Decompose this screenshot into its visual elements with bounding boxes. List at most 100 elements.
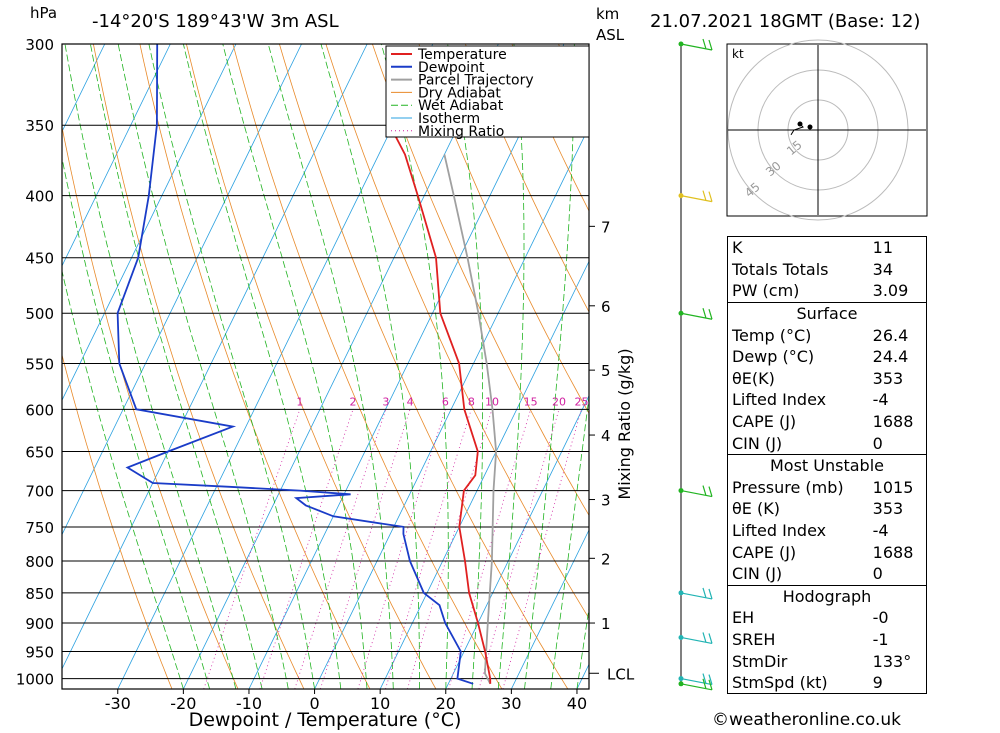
km-tick-label: 4 (601, 427, 611, 445)
k-value: 11 (868, 235, 927, 259)
km-tick-label: 3 (601, 492, 611, 510)
x-tick-label: -30 (105, 694, 131, 713)
km-tick-label: 5 (601, 362, 611, 380)
eh-label: EH (726, 607, 869, 629)
isotherm (62, 44, 302, 536)
legend-entry: Dry Adiabat (418, 85, 501, 101)
mixing-ratio-label: 10 (485, 395, 499, 408)
hodograph-point (797, 121, 803, 127)
pressure-tick-label: 450 (25, 250, 54, 268)
mixing-ratio-label: 8 (468, 395, 475, 408)
surface-dewp-value: 24.4 (868, 345, 927, 368)
mu-theta-value: 353 (868, 498, 927, 520)
km-tick-label: 6 (601, 298, 611, 316)
pressure-tick-label: 400 (25, 188, 54, 206)
wet-adiabat (222, 44, 368, 689)
mixing-ratio-line (357, 409, 446, 689)
surface-theta-value: 353 (868, 367, 927, 390)
pressure-tick-label: 550 (25, 355, 54, 373)
wind-barb (680, 632, 713, 645)
pw-value: 3.09 (868, 280, 927, 303)
hodograph-unit: kt (732, 47, 744, 61)
pressure-unit: hPa (30, 4, 58, 22)
pressure-tick-label: 700 (25, 483, 54, 501)
km-tick-label: 7 (601, 218, 611, 236)
mu-pressure-value: 1015 (868, 476, 927, 499)
mu-cin-label: CIN (J) (726, 562, 869, 585)
x-tick-label: 20 (436, 694, 456, 713)
pressure-tick-label: 750 (25, 519, 54, 537)
asl-label: ASL (596, 26, 625, 44)
pressure-tick-label: 600 (25, 401, 54, 419)
dry-adiabat (977, 44, 1000, 689)
pressure-tick-label: 800 (25, 553, 54, 571)
pressure-tick-label: 900 (25, 615, 54, 633)
x-tick-label: 40 (567, 694, 587, 713)
copyright[interactable]: ©weatheronline.co.uk (712, 710, 902, 730)
pressure-tick-label: 500 (25, 305, 54, 323)
mixing-ratio-line (320, 409, 411, 689)
wet-adiabat (62, 156, 210, 689)
dry-adiabat (931, 44, 1000, 689)
dry-adiabat (139, 44, 371, 689)
isotherm (62, 44, 237, 402)
mixing-ratio-label: 2 (350, 395, 357, 408)
mixing-ratio-label: 25 (575, 395, 589, 408)
temperature-line (389, 124, 492, 684)
isotherm (248, 44, 565, 689)
mu-cape-label: CAPE (J) (726, 541, 869, 563)
dry-adiabat (325, 44, 589, 620)
tt-label: Totals Totals (726, 258, 869, 281)
mixing-ratio-axis-label: Mixing Ratio (g/kg) (615, 348, 634, 499)
wet-adiabat (267, 44, 394, 689)
mixing-ratio-label: 6 (442, 395, 449, 408)
mu-title: Most Unstable (727, 453, 927, 477)
stmspd-value: 9 (868, 671, 927, 695)
pressure-tick-label: 1000 (16, 671, 54, 689)
dry-adiabat (418, 44, 589, 415)
mixing-ratio-line (203, 409, 301, 689)
hodo-title: Hodograph (727, 584, 927, 608)
eh-value: -0 (868, 607, 927, 629)
x-tick-label: 0 (309, 694, 319, 713)
datetime-title: 21.07.2021 18GMT (Base: 12) (650, 11, 921, 32)
isotherm (62, 44, 368, 670)
indices-table: K 11 Totals Totals 34 PW (cm) 3.09 Surface … (726, 235, 927, 695)
dry-adiabat (232, 44, 503, 689)
mu-pressure-label: Pressure (mb) (726, 476, 869, 499)
mixing-ratio-label: 20 (552, 395, 566, 408)
wind-barb (680, 485, 713, 498)
mu-theta-label: θE (K) (726, 498, 869, 520)
wind-barb (680, 587, 713, 600)
legend-entry: Parcel Trajectory (418, 73, 534, 89)
k-label: K (726, 235, 869, 259)
wet-adiabat (90, 44, 263, 689)
legend-entry: Temperature (417, 47, 507, 63)
pressure-tick-label: 950 (25, 644, 54, 662)
mixing-ratio-label: 1 (296, 395, 303, 408)
surface-temp-value: 26.4 (868, 324, 927, 346)
wet-adiabat (62, 269, 184, 689)
wet-adiabat (148, 44, 315, 689)
dewpoint-line (116, 44, 474, 685)
surface-cin-value: 0 (868, 432, 927, 455)
tt-value: 34 (868, 258, 927, 281)
x-tick-label: 10 (370, 694, 390, 713)
mu-cin-value: 0 (868, 562, 927, 585)
wind-barb (680, 308, 713, 320)
lcl-label: LCL (607, 665, 635, 683)
wet-adiabat (497, 44, 525, 689)
wet-adiabat (183, 44, 342, 689)
isotherm (314, 126, 589, 689)
wet-adiabat (64, 44, 237, 689)
isotherm (379, 260, 589, 689)
mixing-ratio-label: 4 (407, 395, 414, 408)
x-tick-label: -20 (170, 694, 196, 713)
km-label: km (596, 5, 620, 23)
x-axis-label: Dewpoint / Temperature (°C) (189, 709, 462, 731)
km-tick-label: 1 (601, 615, 611, 633)
pressure-tick-label: 850 (25, 585, 54, 603)
legend-entry: Isotherm (418, 111, 480, 127)
